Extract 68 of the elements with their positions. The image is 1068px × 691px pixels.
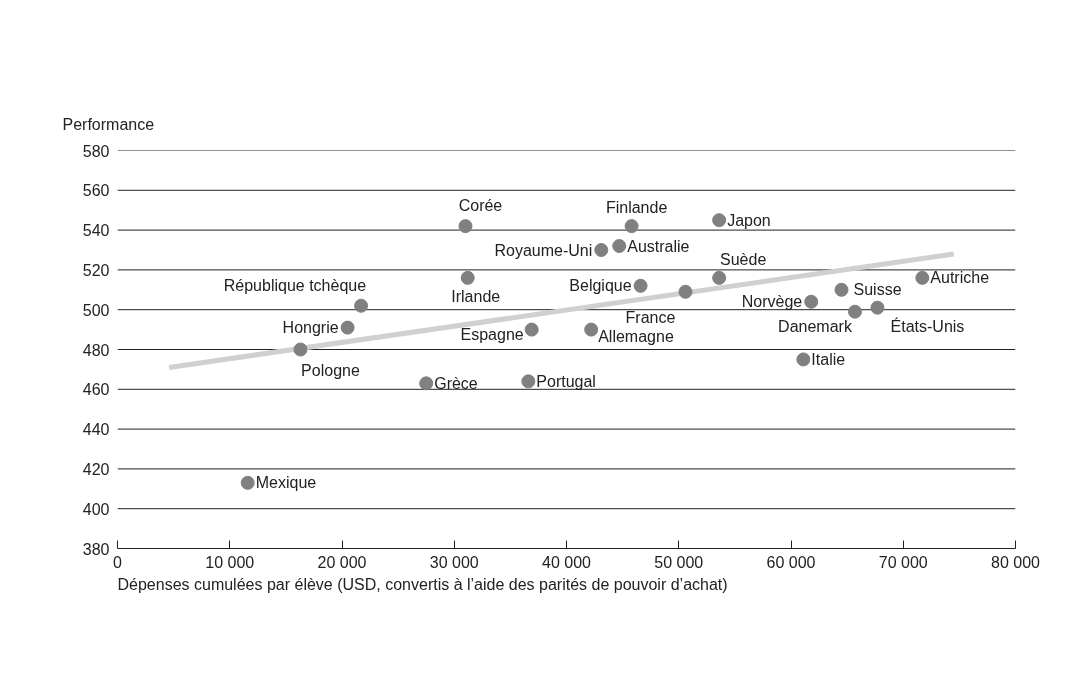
y-tick-label: 540	[82, 222, 110, 240]
x-tick-label: 10 000	[205, 553, 255, 571]
point	[915, 270, 930, 285]
point	[419, 376, 434, 391]
point	[796, 352, 811, 367]
annotation: Hongrie	[282, 319, 339, 337]
annotation: Corée	[458, 197, 503, 215]
annotation: Espagne	[460, 326, 524, 344]
x-axis-title: Dépenses cumulées par élève (USD, convertis à l’aide des parités de pouvoir d’achat)	[117, 575, 728, 593]
point	[712, 213, 727, 228]
annotation: Pologne	[301, 361, 360, 379]
annotation: France	[625, 308, 676, 326]
y-axis-title: Performance	[62, 116, 155, 133]
point	[612, 239, 627, 254]
x-tick-label: 40 000	[542, 553, 592, 571]
annotation: Australie	[627, 237, 690, 255]
x-tick-label: 20 000	[317, 553, 367, 571]
y-tick-label: 520	[82, 261, 110, 279]
point	[712, 270, 727, 285]
annotation: Italie	[811, 350, 846, 368]
annotation: Belgique	[569, 277, 632, 295]
x-tick-label: 80 000	[991, 553, 1041, 571]
point	[633, 278, 648, 293]
point	[521, 374, 536, 389]
point	[584, 322, 599, 337]
annotation: Mexique	[255, 474, 317, 492]
point	[834, 282, 849, 297]
y-tick-label: 460	[82, 381, 110, 399]
x-tick-label: 50 000	[654, 553, 704, 571]
y-tick-label: 440	[82, 421, 110, 439]
point	[340, 320, 355, 335]
point	[594, 243, 609, 257]
y-tick-label: 580	[82, 142, 110, 160]
annotation: Autriche	[930, 269, 990, 287]
annotation: Japon	[727, 211, 771, 229]
annotation: Royaume-Uni	[494, 241, 593, 259]
annotation: Irlande	[451, 287, 501, 305]
annotation: Portugal	[536, 372, 596, 390]
point	[354, 298, 369, 313]
point	[524, 322, 539, 337]
point	[293, 342, 308, 357]
y-tick-label: 380	[82, 540, 110, 558]
annotation: République tchèque	[223, 276, 367, 294]
y-tick-label: 420	[82, 460, 110, 478]
x-tick-label: 30 000	[429, 553, 479, 571]
x-tick-label: 60 000	[766, 553, 816, 571]
annotation: Suède	[720, 250, 767, 268]
y-tick-label: 400	[82, 500, 110, 518]
annotation: Norvège	[741, 293, 803, 311]
point	[870, 300, 885, 315]
point	[624, 219, 639, 234]
y-tick-label: 480	[82, 341, 110, 359]
annotation: Danemark	[778, 317, 853, 335]
point	[458, 219, 473, 234]
point	[460, 270, 475, 285]
point	[240, 475, 255, 490]
annotation: Suisse	[853, 281, 902, 299]
annotation: États-Unis	[890, 316, 965, 335]
point	[847, 304, 862, 319]
point	[678, 284, 693, 299]
annotation: Finlande	[605, 199, 668, 217]
annotation: Allemagne	[598, 328, 674, 346]
point	[804, 294, 819, 309]
x-tick-label: 0	[113, 553, 123, 571]
x-tick-label: 70 000	[878, 553, 928, 571]
annotation: Grèce	[434, 374, 478, 392]
y-tick-label: 560	[82, 182, 110, 200]
y-tick-label: 500	[82, 301, 110, 319]
